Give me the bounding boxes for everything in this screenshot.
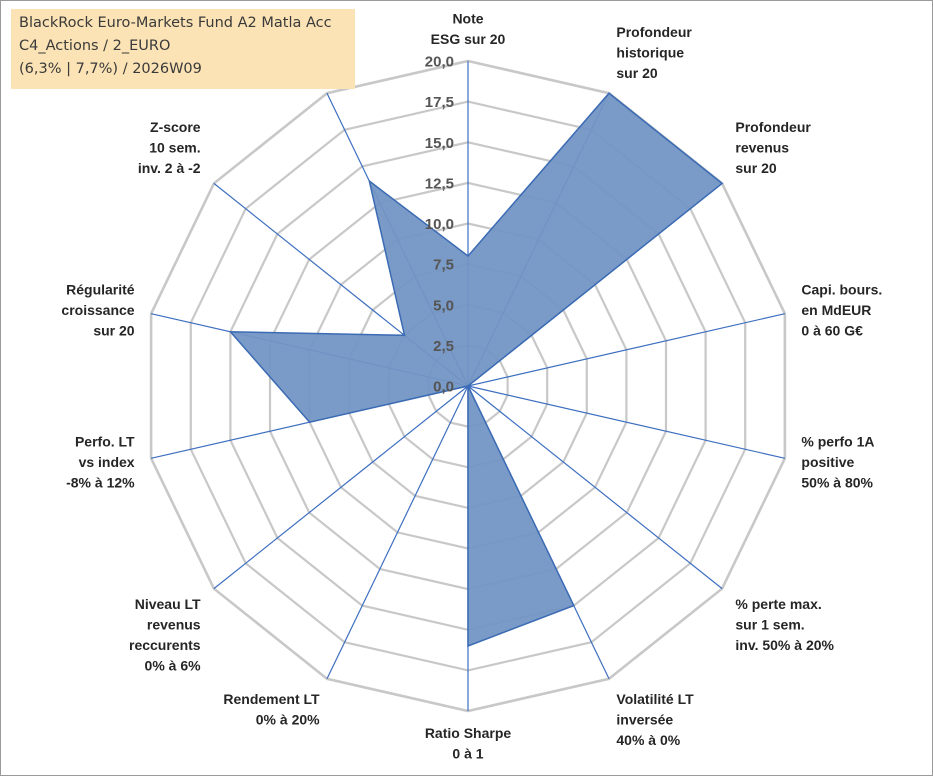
- tick-label: 20,0: [425, 54, 454, 71]
- axis-label: % perfo 1A: [801, 434, 874, 450]
- axis-label: ESG sur 20: [431, 31, 506, 47]
- tick-label: 12,5: [425, 175, 454, 192]
- axis-label: croissance: [61, 302, 134, 318]
- fund-stats: (6,3% | 7,7%) / 2026W09: [19, 61, 202, 77]
- tick-labels: 0,0 2,5 5,0 7,5 10,0 12,5 15,0 17,5 20,0: [425, 54, 454, 396]
- axis-label: revenus: [147, 617, 201, 633]
- axis-spoke: [213, 385, 469, 590]
- axis-label: Profondeur: [735, 119, 811, 135]
- axis-label: 0 à 1: [452, 746, 483, 762]
- axis-spoke: [467, 385, 723, 590]
- axis-spoke: [326, 385, 469, 680]
- axis-label: Rendement LT: [223, 691, 320, 707]
- axis-label: inv. 2 à -2: [138, 160, 201, 176]
- axis-spoke: [467, 313, 786, 387]
- axis-label: Niveau LT: [135, 596, 201, 612]
- axis-label: 50% à 80%: [801, 475, 873, 491]
- axis-label: Profondeur: [616, 24, 692, 40]
- axis-label: 40% à 0%: [616, 732, 680, 748]
- tick-label: 15,0: [425, 135, 454, 152]
- axis-label: 0% à 6%: [145, 658, 202, 674]
- axis-label: vs index: [79, 454, 135, 470]
- axis-label: positive: [801, 454, 854, 470]
- axis-label: 0 à 60 G€: [801, 322, 863, 338]
- axis-spoke: [467, 385, 786, 459]
- data-series: [228, 92, 724, 648]
- axis-label: Régularité: [66, 281, 135, 297]
- axis-label: historique: [616, 44, 684, 60]
- axis-label: Note: [452, 11, 483, 27]
- title-box: BlackRock Euro-Markets Fund A2 Matla Acc…: [11, 9, 355, 89]
- axis-label: % perte max.: [735, 596, 821, 612]
- axis-label: sur 20: [616, 65, 657, 81]
- axis-label: reccurents: [129, 637, 201, 653]
- axis-label: Ratio Sharpe: [425, 725, 512, 741]
- fund-category: C4_Actions / 2_EURO: [19, 38, 171, 54]
- fund-name: BlackRock Euro-Markets Fund A2 Matla Acc: [19, 15, 332, 31]
- axis-label: 10 sem.: [149, 139, 200, 155]
- tick-label: 7,5: [433, 257, 454, 274]
- axis-label: Volatilité LT: [616, 691, 694, 707]
- tick-label: 0,0: [433, 379, 454, 396]
- tick-label: 5,0: [433, 297, 454, 314]
- series-area: [228, 92, 724, 648]
- axis-label: Capi. bours.: [801, 281, 882, 297]
- axis-label: inversée: [616, 712, 673, 728]
- axis-labels: Note ESG sur 20 Profondeur historique sur 20…: [61, 11, 882, 762]
- axis-label: Perfo. LT: [75, 434, 135, 450]
- axis-label: 0% à 20%: [256, 712, 320, 728]
- axis-label: en MdEUR: [801, 302, 871, 318]
- axis-label: Z-score: [150, 119, 201, 135]
- tick-label: 10,0: [425, 216, 454, 233]
- axis-label: inv. 50% à 20%: [735, 637, 834, 653]
- axis-label: sur 1 sem.: [735, 617, 804, 633]
- axis-label: revenus: [735, 139, 789, 155]
- tick-label: 17,5: [425, 94, 454, 111]
- axis-label: -8% à 12%: [66, 475, 135, 491]
- axis-label: sur 20: [735, 160, 776, 176]
- tick-label: 2,5: [433, 338, 454, 355]
- axis-label: sur 20: [93, 322, 134, 338]
